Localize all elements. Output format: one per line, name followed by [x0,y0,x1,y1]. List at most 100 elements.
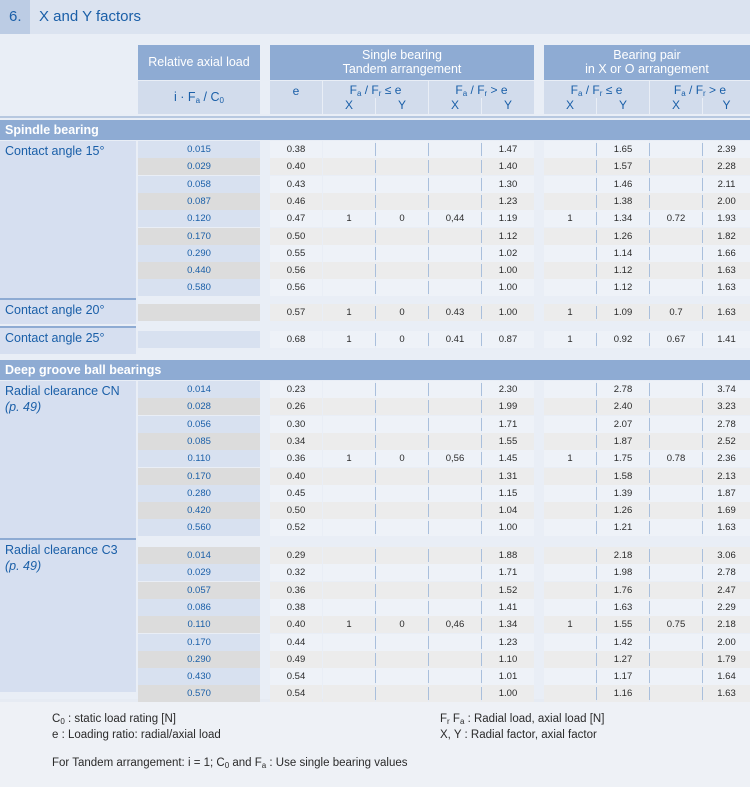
value-cell [429,175,481,193]
value-cell: 0 [376,210,428,228]
relative-load-cell: 0.420 [138,502,260,520]
value-cell [544,668,596,686]
value-cell: 0.29 [270,547,322,564]
value-cell [650,633,702,651]
relative-load-cell: 0.085 [138,432,260,450]
value-cell [429,158,481,176]
header-single-y1: Y [397,98,406,112]
value-cell: 1.15 [482,484,534,502]
value-cell [323,432,375,450]
value-cell: 1 [544,331,596,348]
value-cell [323,598,375,616]
column-divider [481,264,482,278]
value-cell: 3.23 [703,398,750,416]
value-cell [376,141,428,158]
value-cell: 0.40 [270,467,322,485]
value-cell: 1.52 [482,581,534,599]
value-cell: 1.41 [482,598,534,616]
value-cell [650,432,702,450]
value-cell: 2.36 [703,450,750,468]
column-divider [649,635,650,649]
value-cell: 1.30 [482,175,534,193]
column-divider [481,486,482,500]
value-cell: 0.46 [270,192,322,210]
column-divider [375,229,376,243]
value-cell [429,262,481,280]
value-cell [650,227,702,245]
value-cell [544,581,596,599]
value-cell: 1.09 [597,304,649,321]
value-cell [650,685,702,703]
value-cell: 3.74 [703,381,750,398]
column-divider [375,306,376,319]
value-cell: 1.10 [482,650,534,668]
column-divider [428,549,429,562]
relative-load-cell: 0.087 [138,192,260,210]
column-divider [649,469,650,483]
column-divider [428,434,429,448]
relative-load-cell: 0.029 [138,564,260,582]
value-cell: 0.50 [270,502,322,520]
relative-load-cell: 0.560 [138,519,260,537]
column-divider [481,635,482,649]
value-cell: 0.56 [270,262,322,280]
value-cell [544,633,596,651]
column-divider [481,281,482,295]
value-cell: 1.82 [703,227,750,245]
header-divider [428,81,429,114]
column-divider [702,177,703,191]
page-reference: (p. 49) [5,559,42,573]
value-cell [376,432,428,450]
group-label-text: Contact angle 25° [5,331,105,345]
header-pair-x2: X [671,98,680,112]
table-row: 0.056 0.30 1.71 2.07 2.78 [0,415,750,433]
column-divider [596,281,597,295]
value-cell: 2.47 [703,581,750,599]
value-cell [429,141,481,158]
value-cell: 0.45 [270,484,322,502]
column-divider [481,469,482,483]
value-cell [429,244,481,262]
value-cell [376,598,428,616]
column-divider [702,549,703,562]
value-cell [323,415,375,433]
column-divider [702,670,703,684]
column-divider [481,583,482,597]
value-cell [323,192,375,210]
column-divider [596,194,597,208]
value-cell [544,175,596,193]
value-cell: 1.64 [703,668,750,686]
column-divider [702,400,703,414]
column-divider [596,452,597,466]
value-cell [650,650,702,668]
value-cell [376,467,428,485]
value-cell: 3.06 [703,547,750,564]
value-cell: 1.39 [597,484,649,502]
value-cell [376,415,428,433]
value-cell: 0,56 [429,450,481,468]
value-cell: 2.40 [597,398,649,416]
value-cell [544,685,596,703]
relative-load-cell: 0.120 [138,210,260,228]
value-cell: 1.12 [482,227,534,245]
column-divider [375,469,376,483]
value-cell: 1.27 [597,650,649,668]
value-cell [376,175,428,193]
value-cell [650,547,702,564]
column-divider [428,600,429,614]
column-divider [375,194,376,208]
value-cell [650,381,702,398]
section-header: Spindle bearing [0,120,750,140]
relative-load-cell: 0.170 [138,633,260,651]
table-row: 0.420 0.50 1.04 1.26 1.69 [0,502,750,520]
value-cell: 1.69 [703,502,750,520]
value-cell: 0.75 [650,616,702,634]
value-cell: 0.54 [270,685,322,703]
table-row: 0.290 0.49 1.10 1.27 1.79 [0,650,750,668]
column-divider [649,417,650,431]
relative-load-cell: 0.028 [138,398,260,416]
value-cell [429,484,481,502]
column-divider [375,504,376,518]
column-divider [375,212,376,226]
value-cell [650,398,702,416]
